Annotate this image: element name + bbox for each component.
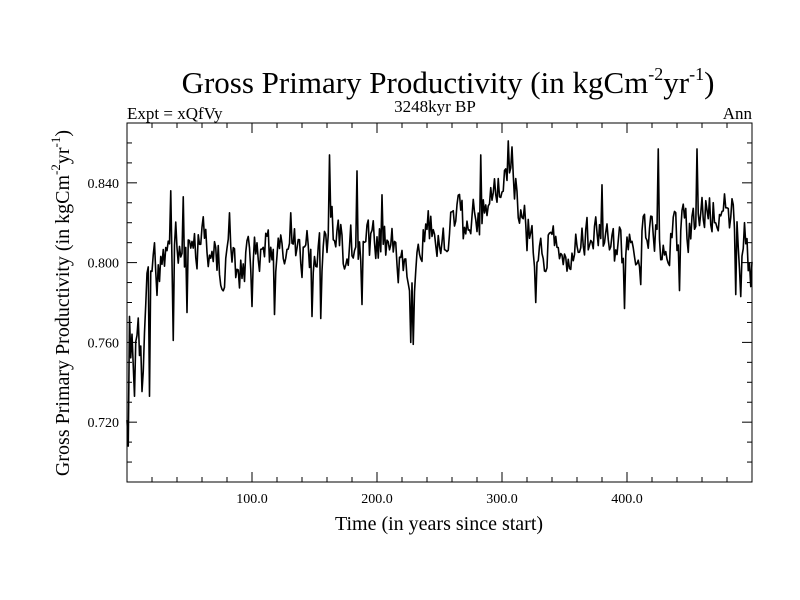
y-tick-label: 0.800: [88, 257, 120, 272]
chart-title: Gross Primary Productivity (in kgCm-2yr-…: [182, 64, 715, 100]
y-tick-label: 0.720: [88, 416, 120, 431]
y-tick-labels: 0.720 0.760 0.800 0.840: [88, 177, 120, 431]
x-tick-labels: 100.0 200.0 300.0 400.0: [236, 492, 643, 507]
y-tick-label: 0.840: [88, 177, 120, 192]
season-label: Ann: [723, 104, 753, 123]
time-period-label: 3248kyr BP: [394, 97, 476, 116]
ticks: [127, 123, 752, 482]
x-axis-label: Time (in years since start): [335, 513, 543, 535]
x-tick-label: 300.0: [486, 492, 518, 507]
gpp-series-line: [126, 140, 753, 447]
experiment-label: Expt = xQfVy: [127, 104, 223, 123]
y-axis-label: Gross Primary Productivity (in kgCm-2yr-…: [48, 130, 74, 476]
x-tick-label: 200.0: [361, 492, 393, 507]
x-tick-label: 400.0: [611, 492, 643, 507]
y-tick-label: 0.760: [88, 336, 120, 351]
x-tick-label: 100.0: [236, 492, 268, 507]
